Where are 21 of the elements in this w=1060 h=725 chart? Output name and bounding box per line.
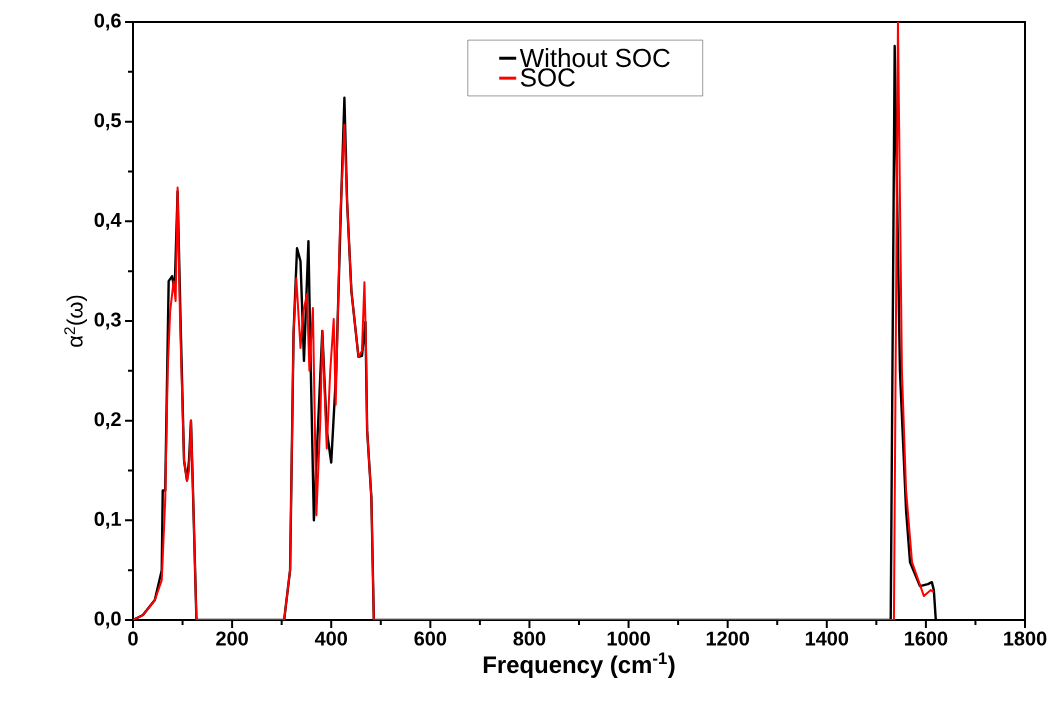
y-tick-label: 0,0 (94, 611, 121, 629)
y-tick-label: 0,3 (94, 312, 121, 330)
legend-label: Without SOC (519, 48, 670, 68)
y-tick-label: 0,2 (94, 412, 121, 430)
x-axis-title: Frequency (cm$^{-1}$) (483, 652, 675, 678)
x-tick-label: 1800 (1004, 631, 1047, 646)
y-tick-label: 0,5 (94, 113, 121, 131)
x-tick-label: 800 (513, 631, 546, 646)
x-tick-label: 400 (314, 631, 348, 646)
x-tick-label: 1000 (607, 631, 650, 646)
x-tick-label: 1200 (706, 631, 750, 646)
x-tick-label: 200 (216, 631, 248, 646)
x-tick-label: 1400 (805, 631, 849, 646)
x-tick-label: 600 (414, 631, 447, 646)
y-tick-label: 0,1 (94, 511, 121, 529)
y-tick-label: 0,4 (94, 212, 122, 230)
x-tick-label: 1600 (904, 631, 948, 646)
y-tick-label: 0,6 (94, 13, 121, 31)
y-axis-title: α$^{2}$(ω) (64, 295, 87, 347)
x-tick-label: 0 (128, 631, 138, 646)
legend-label: SOC (520, 68, 575, 87)
